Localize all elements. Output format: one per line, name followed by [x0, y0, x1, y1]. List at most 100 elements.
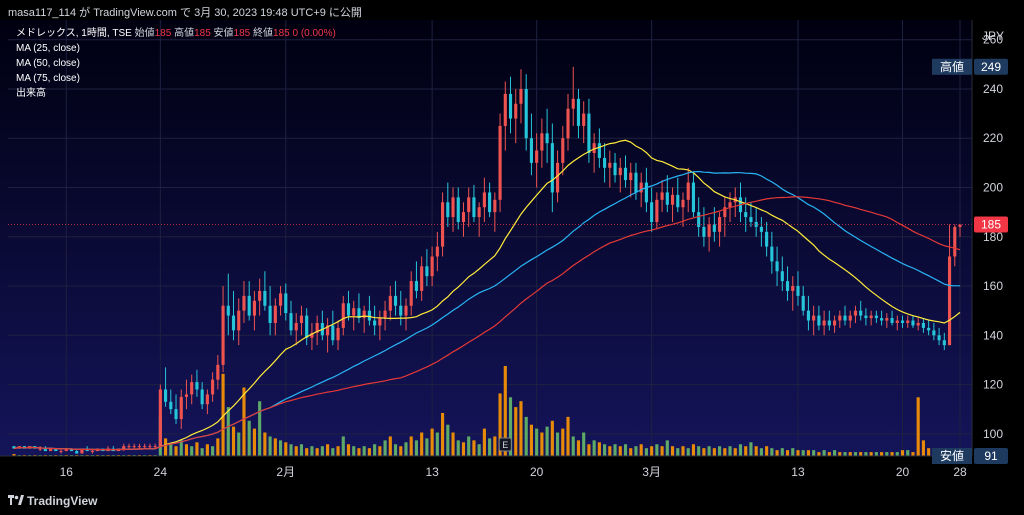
- volume-bar: [435, 432, 439, 456]
- volume-bar: [184, 444, 189, 456]
- candle-body: [571, 98, 575, 109]
- candle-body: [383, 310, 387, 319]
- volume-bar: [388, 436, 392, 456]
- volume-bar: [838, 452, 842, 456]
- earnings-event-icon: [498, 437, 512, 452]
- candle-body: [425, 266, 429, 277]
- volume-bar: [791, 448, 795, 456]
- candle-body: [650, 202, 654, 222]
- volume-bar: [373, 444, 377, 456]
- volume-bar: [650, 446, 654, 456]
- volume-bar: [169, 444, 173, 456]
- candle-body: [942, 340, 946, 346]
- volume-bar: [770, 448, 774, 456]
- candle-body: [880, 318, 884, 321]
- volume-bar: [451, 432, 455, 456]
- currency-label: JPY: [982, 29, 1004, 43]
- candle-body: [456, 197, 460, 222]
- legend-ma75[interactable]: MA (75, close): [16, 73, 80, 84]
- volume-bar: [697, 446, 701, 456]
- candle-body: [482, 192, 486, 208]
- candle-body: [947, 256, 952, 346]
- legend-close-value: 185: [273, 28, 290, 39]
- candle-body: [817, 315, 821, 326]
- candle-body: [273, 305, 277, 323]
- candle-body: [477, 207, 481, 218]
- volume-bar: [728, 446, 732, 456]
- price-chart-svg[interactable]: JPY 100 120 140 160 180 200 220 240 260 16 24 2月 13 2…: [0, 20, 1024, 488]
- volume-bar: [472, 440, 476, 456]
- legend-ma50[interactable]: MA (50, close): [16, 58, 80, 69]
- candle-body: [576, 98, 581, 126]
- volume-bar: [670, 446, 675, 456]
- volume-bar: [420, 432, 424, 456]
- volume-bar: [524, 416, 528, 456]
- volume-bar: [561, 428, 565, 456]
- legend-ma25[interactable]: MA (25, close): [16, 43, 80, 54]
- candle-body: [252, 300, 256, 316]
- candle-body: [409, 281, 413, 306]
- candle-body: [832, 320, 837, 326]
- low-marker-value-bg: [974, 448, 1008, 464]
- candle-body: [341, 303, 345, 328]
- volume-bar: [383, 440, 387, 456]
- candle-body: [812, 315, 816, 321]
- volume-bar: [336, 446, 340, 456]
- chart-area[interactable]: JPY 100 120 140 160 180 200 220 240 260 16 24 2月 13 2…: [0, 20, 1024, 488]
- candle-body: [780, 271, 784, 282]
- price-tick-label: 260: [983, 33, 1003, 47]
- candle-body: [263, 290, 267, 306]
- volume-bar: [289, 444, 293, 456]
- volume-bar: [655, 444, 659, 456]
- high-marker-value: 249: [981, 60, 1001, 74]
- time-tick-label: 16: [60, 465, 74, 479]
- candle-body: [921, 322, 925, 328]
- candle-body: [765, 231, 769, 247]
- volume-bar: [278, 440, 283, 456]
- candle-body: [242, 295, 246, 311]
- volume-bar: [576, 440, 581, 456]
- candle-body: [639, 182, 643, 193]
- candle-body: [592, 143, 596, 154]
- volume-bars: [12, 366, 931, 456]
- candle-body: [164, 389, 168, 402]
- volume-bar: [853, 452, 858, 456]
- volume-bar: [441, 412, 445, 456]
- legend-high-label: 高値: [174, 28, 195, 39]
- legend-volume[interactable]: 出来高: [16, 88, 46, 99]
- price-tick-label: 140: [983, 328, 1003, 342]
- volume-bar: [519, 401, 523, 456]
- candle-body: [686, 182, 690, 200]
- legend-symbol-row: メドレックス, 1時間, TSE 始値185 高値185 安値185 終値185…: [16, 26, 336, 41]
- volume-bar: [691, 444, 696, 456]
- volume-bar: [399, 446, 403, 456]
- volume-bar: [775, 450, 779, 456]
- candle-body: [796, 286, 800, 296]
- volume-bar: [404, 442, 408, 456]
- candle-body: [346, 303, 351, 316]
- legend-symbol: メドレックス, 1時間, TSE: [16, 28, 132, 39]
- candle-body: [629, 172, 633, 181]
- volume-bar: [346, 444, 351, 456]
- candle-body: [623, 167, 628, 181]
- candle-body: [12, 446, 16, 449]
- candle-body: [775, 261, 779, 272]
- candle-body: [890, 318, 894, 323]
- candle-body: [336, 327, 340, 341]
- legend-high-value: 185: [194, 28, 211, 39]
- candle-body: [937, 335, 941, 341]
- volume-bar: [613, 444, 617, 456]
- candle-body: [441, 202, 445, 247]
- volume-bar: [425, 438, 429, 456]
- tradingview-brand[interactable]: TradingView: [27, 494, 98, 508]
- candle-body: [712, 224, 716, 232]
- volume-bar: [880, 452, 884, 456]
- candle-body: [467, 197, 471, 213]
- volume-bar: [529, 424, 533, 456]
- candle-body: [446, 202, 450, 218]
- volume-bar: [827, 452, 831, 456]
- candle-body: [127, 446, 131, 448]
- candle-body: [785, 281, 790, 291]
- volume-bar: [174, 446, 178, 456]
- high-marker-label-bg: [932, 58, 972, 75]
